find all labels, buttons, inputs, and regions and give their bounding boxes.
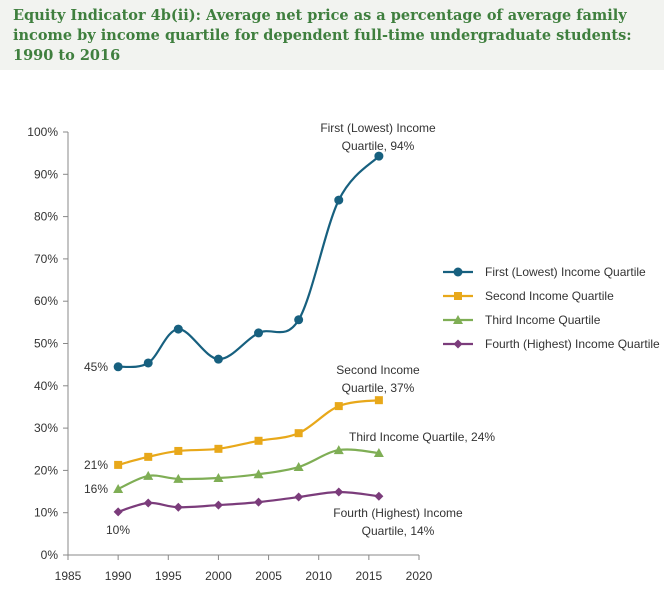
annotation-label: 10%: [106, 523, 130, 537]
series-3: [113, 445, 384, 494]
data-point: [374, 396, 383, 405]
annotation-label: First (Lowest) Income: [320, 121, 436, 135]
annotation-label: 21%: [84, 458, 108, 472]
legend-label: Third Income Quartile: [485, 313, 601, 327]
y-tick-label: 70%: [34, 252, 58, 266]
x-tick-label: 2020: [406, 569, 433, 583]
y-tick-label: 40%: [34, 379, 58, 393]
legend-marker: [453, 267, 463, 277]
y-tick-label: 90%: [34, 167, 58, 181]
data-point: [173, 473, 184, 483]
data-point: [213, 500, 223, 510]
legend-label: First (Lowest) Income Quartile: [485, 265, 646, 279]
series-2: [114, 396, 383, 469]
data-point: [114, 460, 123, 469]
data-point: [113, 484, 124, 494]
data-point: [293, 462, 304, 472]
data-point: [254, 497, 264, 507]
annotation-label: Quartile, 94%: [342, 139, 415, 153]
legend-label: Second Income Quartile: [485, 289, 614, 303]
annotation-label: Third Income Quartile, 24%: [349, 430, 495, 444]
data-point: [294, 315, 304, 325]
data-point: [333, 445, 344, 455]
legend-label: Fourth (Highest) Income Quartile: [485, 337, 660, 351]
x-tick-label: 2000: [205, 569, 232, 583]
x-tick-label: 1995: [155, 569, 182, 583]
x-tick-label: 2005: [255, 569, 282, 583]
data-point: [254, 328, 264, 338]
data-point: [173, 324, 183, 334]
annotation-label: 45%: [84, 360, 108, 374]
x-tick-label: 2015: [356, 569, 383, 583]
annotation-label: Fourth (Highest) Income: [333, 506, 463, 520]
y-tick-label: 100%: [27, 125, 58, 139]
data-point: [374, 151, 384, 161]
data-point: [334, 402, 343, 411]
data-point: [113, 507, 123, 517]
header-banner: [0, 0, 664, 70]
data-point: [214, 444, 223, 453]
y-tick-label: 80%: [34, 210, 58, 224]
legend-marker: [453, 315, 463, 324]
series-line: [118, 155, 380, 369]
series-4: [113, 487, 384, 517]
y-tick-label: 20%: [34, 463, 58, 477]
data-point: [254, 436, 263, 445]
annotation-label: Second Income: [336, 363, 420, 377]
data-point: [294, 492, 304, 502]
chart-title: Equity Indicator 4b(ii): Average net pri…: [13, 7, 632, 64]
data-point: [144, 452, 153, 461]
data-point: [334, 195, 344, 205]
annotation-label: Quartile, 14%: [362, 524, 435, 538]
data-point: [294, 429, 303, 438]
data-point: [143, 498, 153, 508]
y-tick-label: 50%: [34, 337, 58, 351]
data-point: [374, 491, 384, 501]
data-point: [213, 473, 224, 483]
data-point: [213, 354, 223, 364]
data-point: [174, 446, 183, 455]
y-tick-label: 10%: [34, 506, 58, 520]
data-point: [113, 362, 123, 372]
legend-marker: [454, 292, 462, 300]
y-tick-label: 30%: [34, 421, 58, 435]
data-point: [253, 469, 264, 479]
legend-marker: [453, 339, 463, 349]
data-point: [143, 470, 154, 480]
data-point: [373, 448, 384, 458]
data-point: [173, 502, 183, 512]
x-tick-label: 1990: [105, 569, 132, 583]
x-tick-label: 2010: [305, 569, 332, 583]
data-point: [334, 487, 344, 497]
y-tick-label: 60%: [34, 294, 58, 308]
annotation-label: Quartile, 37%: [342, 381, 415, 395]
annotation-label: 16%: [84, 482, 108, 496]
data-point: [143, 358, 153, 368]
y-tick-label: 0%: [41, 548, 59, 562]
series-1: [113, 151, 384, 372]
x-tick-label: 1985: [55, 569, 82, 583]
